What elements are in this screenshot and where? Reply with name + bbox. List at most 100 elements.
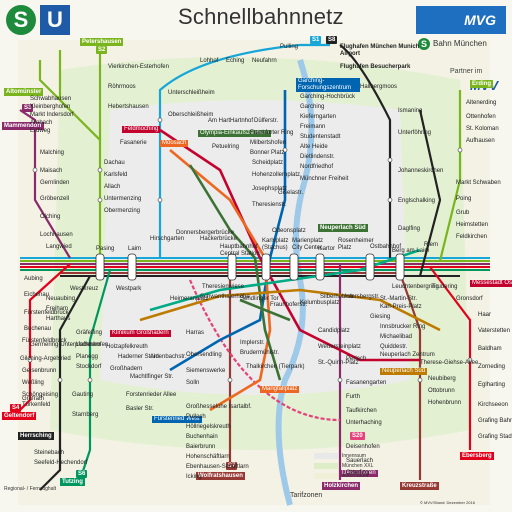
station-label: Thalkirchen (Tierpark): [246, 364, 304, 371]
station-label: Starnberg: [72, 412, 98, 419]
station-label: Fasanerie: [120, 140, 147, 147]
station-label: Erdweg: [30, 128, 50, 135]
station-label: Basler Str.: [126, 406, 154, 413]
stop-feldmoching: [158, 198, 162, 202]
station-label: Westpark: [116, 286, 141, 293]
stop-planegg: [88, 378, 92, 382]
zone-swatch-outer: [314, 473, 338, 479]
zone-legend-label: München XXL: [342, 463, 373, 469]
station-label: Dietlindenstr.: [300, 154, 335, 161]
station-marienplatz: [290, 254, 298, 280]
station-label: Geisenbrunn: [22, 368, 56, 375]
station-label: Am Hart: [208, 118, 230, 125]
regional-legend: Regional- / Fernzughalt: [4, 486, 56, 492]
zone-legend-inner: Innenraum: [312, 452, 390, 460]
stop-perlach: [338, 378, 342, 382]
station-label: Studentenstadt: [300, 134, 340, 141]
stop-gauting: [58, 378, 62, 382]
station-label: Gauting: [72, 392, 93, 399]
station-label: Neufahrn: [252, 58, 277, 65]
badge-s1: S1: [310, 36, 321, 44]
station-label: St. Koloman: [466, 126, 499, 133]
stop-karlsfeld: [98, 168, 102, 172]
station-label: Daglfing: [398, 226, 420, 233]
station-label: Feldkirchen: [456, 234, 487, 241]
station-label: Langwied: [46, 244, 72, 251]
station-label: Höllriegelskreuth: [186, 424, 231, 431]
station-label-pasing: Pasing: [96, 246, 114, 253]
station-label: Hebertshausen: [108, 104, 149, 111]
stop-solln: [228, 378, 232, 382]
label-garching: Garching-Forschungszentrum: [296, 78, 360, 92]
station-label: Markt Schwaben: [456, 180, 501, 187]
station-label: Arnbach: [30, 120, 52, 127]
station-label: Feldmoching: [122, 126, 160, 133]
stop-dachau: [98, 198, 102, 202]
terminal-herrsching: Herrsching: [18, 432, 54, 440]
station-label: Lochhausen: [40, 232, 73, 239]
station-label: Deisenhofen: [346, 444, 380, 451]
station-label: Icking: [186, 474, 202, 481]
station-label: Aubing: [24, 276, 43, 283]
station-label: Kirchseeon: [478, 402, 508, 409]
station-label: Scheidplatz: [252, 160, 283, 167]
station-label: Karlsfeld: [104, 172, 127, 179]
station-label: Neuperlach Zentrum: [380, 352, 435, 359]
station-label: Untersbergstr.: [342, 294, 380, 301]
station-label: Neubiberg: [428, 376, 456, 383]
station-label: Hartnhof: [230, 118, 253, 125]
station-label: Brudermühlstr.: [240, 350, 279, 357]
station-label: Pullach: [186, 414, 206, 421]
station-label: Bonner Platz: [250, 150, 284, 157]
station-label: Gilching-Argelsried: [20, 356, 71, 363]
station-label: Malching: [40, 150, 64, 157]
station-label: Holzapfelkreuth: [106, 344, 148, 351]
stop-markt-schwaben: [458, 148, 462, 152]
station-label: Stockdorf: [76, 364, 101, 371]
station-label: Hohenbrunn: [428, 400, 461, 407]
terminal-kreuzstrasse: Kreuzstraße: [400, 482, 439, 490]
station-label: Schwabhausen: [30, 96, 71, 103]
station-label: Theresienstr.: [252, 202, 287, 209]
badge-s4: S4: [10, 404, 21, 412]
station-label: Fürstenfeldbruck: [22, 338, 67, 345]
station-label: Steinebach: [34, 450, 64, 457]
station-label: Buchenau: [24, 326, 51, 333]
zone-legend-label: Außenraum: [342, 473, 368, 479]
station-leuchtenbergring: [396, 254, 404, 280]
station-label: Vaterstetten: [478, 328, 510, 335]
station-label: Garching-Hochbrück: [300, 94, 355, 101]
station-label: Dülferstr.: [254, 118, 278, 125]
label-neuperlach-sued: Neuperlach Süd: [380, 368, 427, 375]
station-label: Harthaus: [46, 316, 70, 323]
station-label: Eching: [226, 58, 244, 65]
map-title: Schnellbahnnetz: [178, 4, 344, 30]
station-label: Obersendling: [186, 352, 222, 359]
station-label: Furth: [346, 394, 360, 401]
station-label: Buchenhain: [186, 434, 218, 441]
station-label: Aidenbachstr.: [150, 354, 186, 361]
label-messestadt: Messestadt Ost: [470, 280, 512, 287]
mvg-logo: MVG: [416, 6, 506, 34]
station-label: Hauptbahnhof Central Station: [220, 244, 264, 258]
station-label: Englschalking: [398, 198, 435, 205]
station-pasing: [96, 254, 104, 280]
station-label: Siemenswerke: [186, 368, 225, 375]
station-label: Planegg: [76, 354, 98, 361]
label-flughafen-besucherpark: Flughafen Besucherpark: [340, 64, 410, 71]
station-label: Pulling: [280, 44, 298, 51]
station-label: Therese-Giehse-Allee: [420, 360, 478, 367]
station-label: Unterföhring: [398, 130, 431, 137]
station-label: Röhrmoos: [108, 84, 136, 91]
partner-label: Partner im: [450, 68, 482, 75]
zone-legend-label: Innenraum: [342, 453, 366, 459]
station-label: Maisach: [40, 168, 62, 175]
station-isartor: [316, 254, 324, 280]
stop-unterfoehring: [388, 158, 392, 162]
station-label: Fasanengarten: [346, 380, 386, 387]
station-label: Forstenrieder Allee: [126, 392, 176, 399]
station-label: Rosenheimer Platz: [338, 238, 372, 252]
station-label: Grafing Stadt: [478, 434, 512, 441]
station-label: Baierbrunn: [186, 444, 215, 451]
